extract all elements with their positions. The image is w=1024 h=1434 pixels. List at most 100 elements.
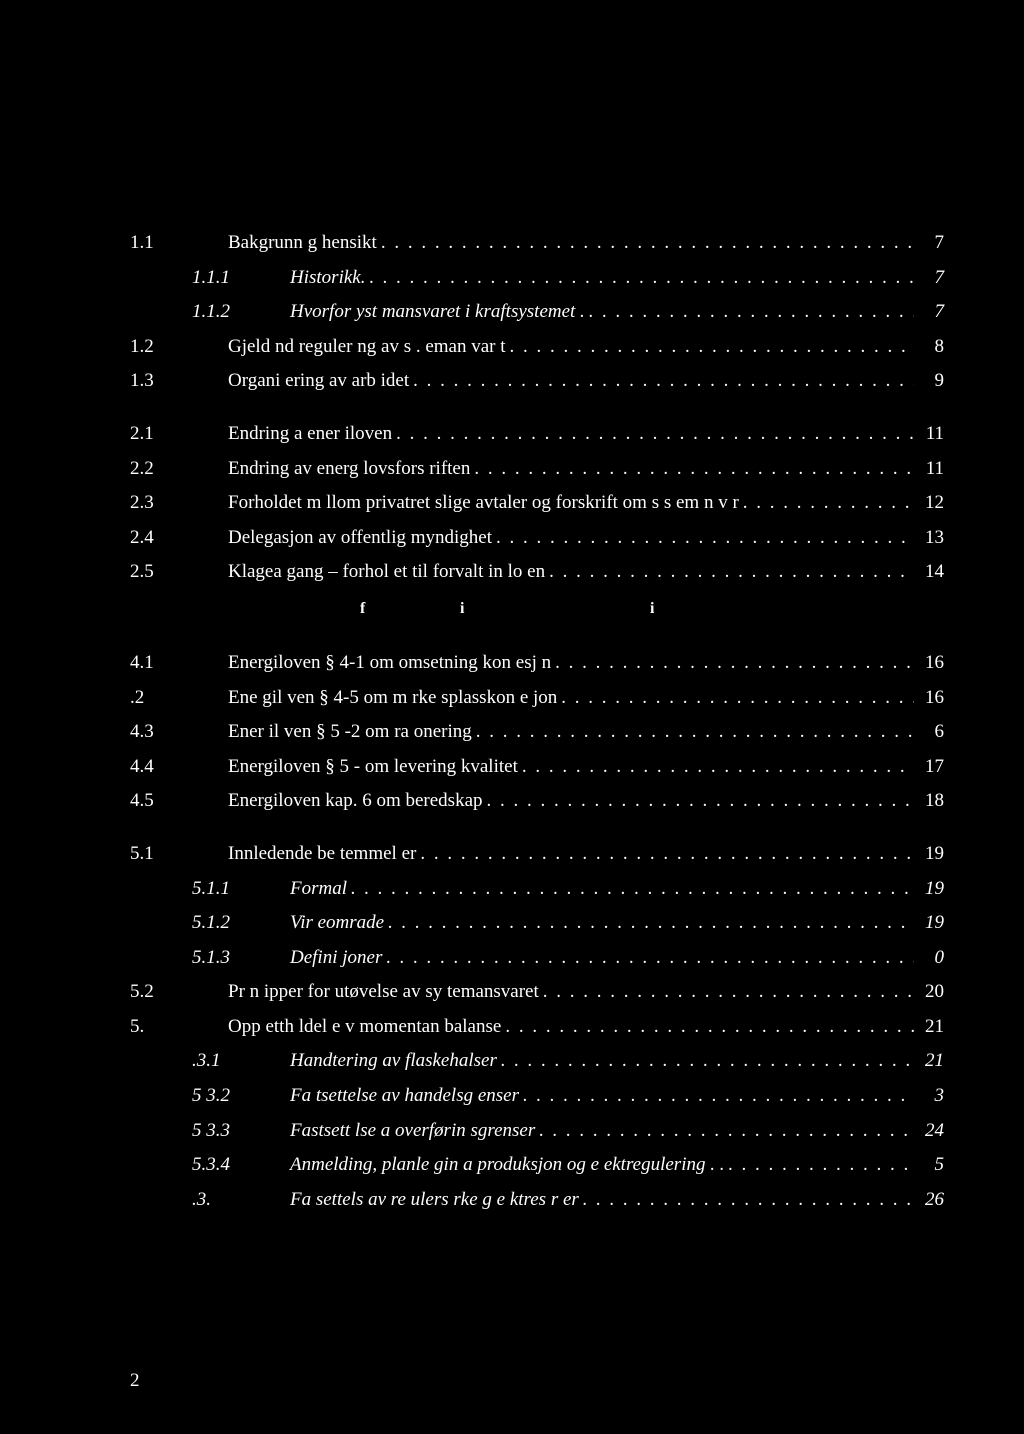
toc-text: Energiloven § 4-1 om omsetning kon esj n — [228, 650, 551, 677]
toc-leader-dots: . . . . . . . . . . . . . . . . . . . . … — [551, 650, 914, 677]
toc-leader-dots: . . . . . . . . . . . . . . . . . . . . … — [483, 788, 915, 815]
toc-page-number: 13 — [914, 525, 944, 552]
toc-entry: 1.1Bakgrunn g hensikt. . . . . . . . . .… — [130, 230, 944, 257]
toc-text: Delegasjon av offentlig myndighet — [228, 525, 492, 552]
toc-text: Energiloven § 5 - om levering kvalitet — [228, 754, 518, 781]
toc-entry: 4.3Ener il ven § 5 -2 om ra onering. . .… — [130, 719, 944, 746]
toc-leader-dots: . . . . . . . . . . . . . . . . . . . . … — [409, 368, 914, 395]
toc-text: Organi ering av arb idet — [228, 368, 409, 395]
toc-leader-dots: . . . . . . . . . . . . . . . . . . . . … — [416, 841, 914, 868]
toc-page-number: 7 — [914, 265, 944, 292]
toc-leader-dots: . . . . . . . . . . . . . . . . . . . . … — [539, 979, 914, 1006]
toc-entry: 2.3Forholdet m llom privatret slige avta… — [130, 490, 944, 517]
toc-text: Fa settels av re ulers rke g e ktres r e… — [290, 1187, 579, 1214]
toc-leader-dots: . . . . . . . . . . . . . . . . . . . . … — [384, 910, 914, 937]
toc-number: 2.4 — [130, 525, 228, 552]
toc-entry: 2.4Delegasjon av offentlig myndighet. . … — [130, 525, 944, 552]
toc-entry: 1.1.2Hvorfor yst mansvaret i kraftsystem… — [130, 299, 944, 326]
toc-entry: 5 3.2Fa tsettelse av handelsg enser. . .… — [130, 1083, 944, 1110]
toc-number: 4.1 — [130, 650, 228, 677]
toc-page-number: 20 — [914, 979, 944, 1006]
toc-number: .3.1 — [130, 1048, 290, 1075]
toc-number: 1.1.1 — [130, 265, 290, 292]
toc-page-number: 3 — [914, 1083, 944, 1110]
toc-entry: 5.2Pr n ipper for utøvelse av sy temansv… — [130, 979, 944, 1006]
toc-number: 1.1 — [130, 230, 228, 257]
toc-leader-dots: . . . . . . . . . . . . . . . . . . . . … — [347, 876, 914, 903]
page-number: 2 — [130, 1370, 140, 1391]
toc-text: Gjeld nd reguler ng av s . eman var t — [228, 334, 506, 361]
toc-page-number: 12 — [914, 490, 944, 517]
toc-text: Forholdet m llom privatret slige avtaler… — [228, 490, 739, 517]
toc-leader-dots: . . . . . . . . . . . . . . . . . . . . … — [506, 334, 914, 361]
toc-text: Opp etth ldel e v momentan balanse — [228, 1014, 501, 1041]
toc-leader-dots: . . . . . . . . . . . . . . . . . . . . … — [585, 299, 914, 326]
toc-entry: 1.3Organi ering av arb idet. . . . . . .… — [130, 368, 944, 395]
toc-entry: .3.1Handtering av flaskehalser. . . . . … — [130, 1048, 944, 1075]
toc-number: 5 3.3 — [130, 1118, 290, 1145]
section-gap — [130, 823, 944, 841]
toc-entry: 5 3.3Fastsett lse a overførin sgrenser. … — [130, 1118, 944, 1145]
toc-text: Endring av energ lovsfors riften — [228, 456, 470, 483]
toc-page-number: 11 — [914, 421, 944, 448]
toc-number: 2.2 — [130, 456, 228, 483]
toc-page-number: 21 — [914, 1048, 944, 1075]
toc-text: Pr n ipper for utøvelse av sy temansvare… — [228, 979, 539, 1006]
toc-page-number: 7 — [914, 299, 944, 326]
toc-entry: 5.1.1Formal. . . . . . . . . . . . . . .… — [130, 876, 944, 903]
toc-leader-dots: . . . . . . . . . . . . . . . . . . . . … — [382, 945, 914, 972]
page-footer: 2 — [130, 1370, 140, 1392]
toc-number: 4.5 — [130, 788, 228, 815]
toc-text: Ene gil ven § 4-5 om m rke splasskon e j… — [228, 685, 557, 712]
toc-leader-dots: . . . . . . . . . . . . . . . . . . . . … — [519, 1083, 914, 1110]
phantom-heading: fii — [130, 600, 944, 632]
table-of-contents: 1.1Bakgrunn g hensikt. . . . . . . . . .… — [130, 230, 944, 1213]
toc-entry: 5.1Innledende be temmel er. . . . . . . … — [130, 841, 944, 868]
toc-entry: 5.1.3Defini joner. . . . . . . . . . . .… — [130, 945, 944, 972]
toc-text: Klagea gang – forhol et til forvalt in l… — [228, 559, 545, 586]
toc-entry: 2.1Endring a ener iloven. . . . . . . . … — [130, 421, 944, 448]
toc-text: Endring a ener iloven — [228, 421, 392, 448]
toc-number: 5.1 — [130, 841, 228, 868]
toc-text: Fa tsettelse av handelsg enser — [290, 1083, 519, 1110]
toc-leader-dots: . . . . . . . . . . . . . . . . . . . . … — [739, 490, 914, 517]
toc-text: Vir eomrade — [290, 910, 384, 937]
toc-page-number: 19 — [914, 910, 944, 937]
toc-text: Fastsett lse a overførin sgrenser — [290, 1118, 535, 1145]
toc-leader-dots: . . . . . . . . . . . . . . . . . . . . … — [501, 1014, 914, 1041]
toc-entry: 5.3.4Anmelding, planle gin a produksjon … — [130, 1152, 944, 1179]
toc-leader-dots: . . . . . . . . . . . . . . . . . . . . … — [535, 1118, 914, 1145]
toc-number: 5.1.1 — [130, 876, 290, 903]
toc-number: .2 — [130, 685, 228, 712]
toc-entry: 5.1.2Vir eomrade. . . . . . . . . . . . … — [130, 910, 944, 937]
toc-page-number: 5 — [914, 1152, 944, 1179]
toc-page-number: 21 — [914, 1014, 944, 1041]
toc-number: 5.1.2 — [130, 910, 290, 937]
phantom-char: f — [360, 600, 365, 618]
toc-page-number: 7 — [914, 230, 944, 257]
toc-leader-dots: . . . . . . . . . . . . . . . . . . . . … — [724, 1152, 914, 1179]
toc-page-number: 16 — [914, 685, 944, 712]
toc-number: 1.2 — [130, 334, 228, 361]
toc-entry: 4.1Energiloven § 4-1 om omsetning kon es… — [130, 650, 944, 677]
toc-entry: 5.Opp etth ldel e v momentan balanse. . … — [130, 1014, 944, 1041]
toc-page-number: 0 — [914, 945, 944, 972]
toc-leader-dots: . . . . . . . . . . . . . . . . . . . . … — [579, 1187, 914, 1214]
toc-leader-dots: . . . . . . . . . . . . . . . . . . . . … — [392, 421, 914, 448]
toc-text: Energiloven kap. 6 om beredskap — [228, 788, 483, 815]
toc-number: 5.1.3 — [130, 945, 290, 972]
toc-entry: .2Ene gil ven § 4-5 om m rke splasskon e… — [130, 685, 944, 712]
toc-page-number: 17 — [914, 754, 944, 781]
toc-leader-dots: . . . . . . . . . . . . . . . . . . . . … — [497, 1048, 914, 1075]
toc-page-number: 26 — [914, 1187, 944, 1214]
toc-number: 1.3 — [130, 368, 228, 395]
toc-entry: 4.4Energiloven § 5 - om levering kvalite… — [130, 754, 944, 781]
phantom-char: i — [460, 600, 464, 618]
toc-number: 5.3.4 — [130, 1152, 290, 1179]
toc-text: Formal — [290, 876, 347, 903]
toc-entry: 2.5Klagea gang – forhol et til forvalt i… — [130, 559, 944, 586]
toc-number: .3. — [130, 1187, 290, 1214]
toc-leader-dots: . . . . . . . . . . . . . . . . . . . . … — [492, 525, 914, 552]
toc-page-number: 18 — [914, 788, 944, 815]
toc-number: 5. — [130, 1014, 228, 1041]
